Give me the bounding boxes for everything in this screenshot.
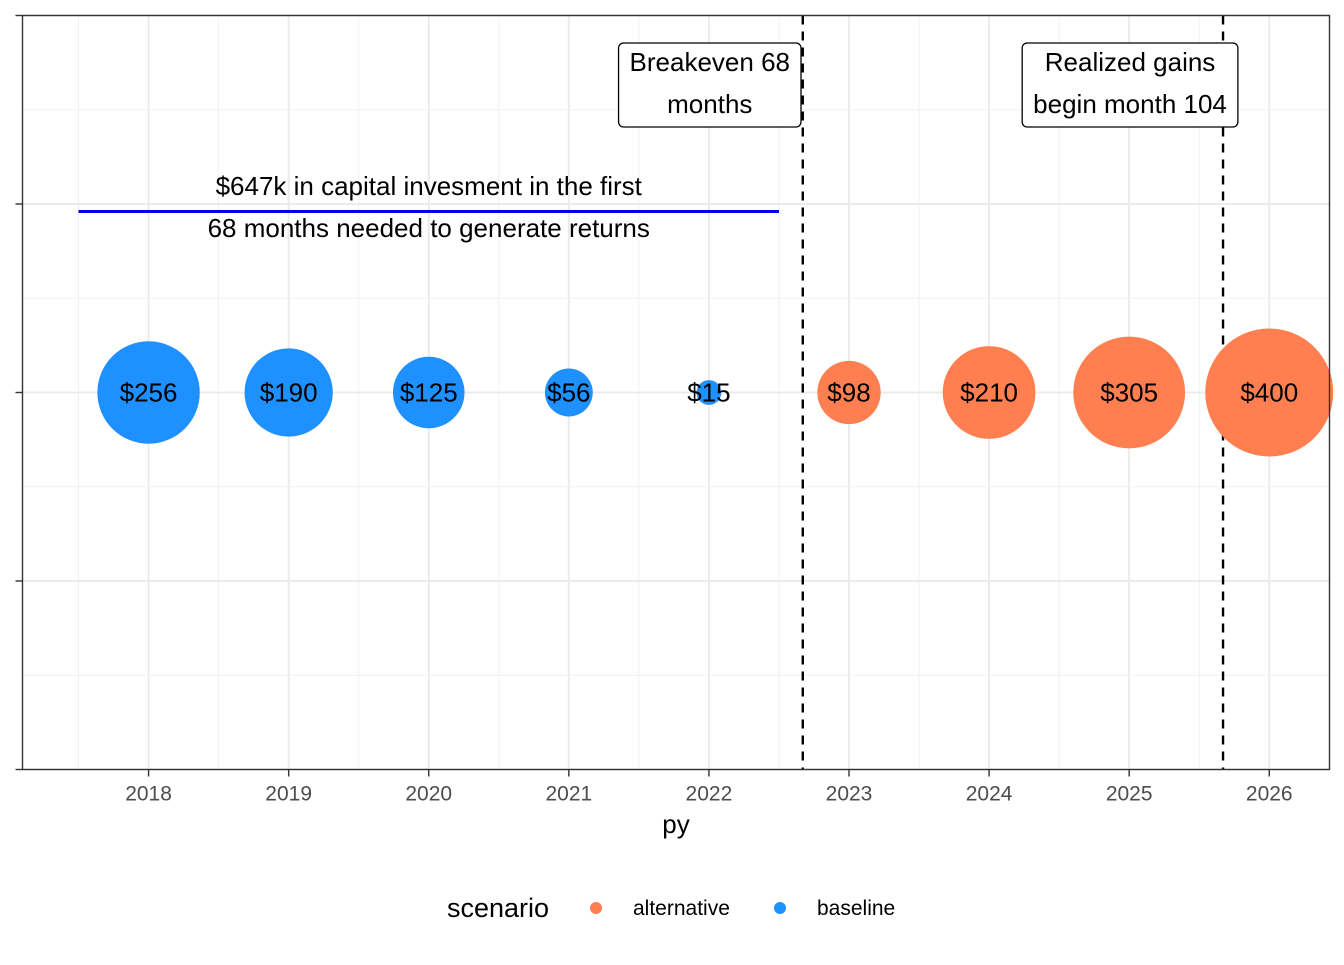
segment-annotation-text: $647k in capital invesment in the first	[216, 171, 643, 201]
legend-title: scenario	[447, 893, 549, 923]
legend-swatch-baseline	[774, 902, 786, 914]
x-tick-label: 2024	[966, 783, 1013, 806]
legend-label-alternative: alternative	[633, 897, 730, 920]
bubble-label: $190	[260, 378, 318, 408]
bubble-label: $256	[120, 378, 178, 408]
bubble-point	[1073, 336, 1186, 449]
bubble-label: $305	[1100, 378, 1158, 408]
point-layer	[97, 328, 1334, 457]
vline-annotation-text: months	[667, 89, 752, 119]
bubble-label: $125	[400, 378, 458, 408]
bubble-point	[696, 380, 722, 405]
legend-swatch-alternative	[590, 902, 602, 914]
vline-annotation-text: begin month 104	[1033, 89, 1227, 119]
bubble-label: $15	[687, 378, 730, 408]
x-tick-label: 2022	[686, 783, 733, 806]
vline-annotation-text: Breakeven 68	[630, 47, 790, 77]
x-tick-label: 2018	[125, 783, 172, 806]
bubble-point	[817, 360, 881, 425]
segment-annotation-text: 68 months needed to generate returns	[208, 213, 650, 243]
bubble-point	[1205, 328, 1334, 457]
bubble-point	[392, 356, 465, 429]
vline-annotation-box	[617, 42, 802, 128]
x-tick-label: 2020	[405, 783, 452, 806]
x-tick-label: 2019	[265, 783, 312, 806]
vline-annotation-text: Realized gains	[1045, 47, 1216, 77]
x-tick-label: 2025	[1106, 783, 1153, 806]
legend-label-baseline: baseline	[817, 897, 895, 920]
bubble-label: $400	[1240, 378, 1298, 408]
x-tick-label: 2026	[1246, 783, 1293, 806]
label-layer: $256 $190 $125 $56 $15 $98 $210 $305 $400	[120, 378, 1299, 408]
x-tick-label: 2023	[826, 783, 873, 806]
x-tick-label: 2021	[545, 783, 592, 806]
x-axis-title: py	[662, 809, 689, 839]
legend: scenario alternative baseline	[447, 893, 895, 923]
bubble-point	[97, 341, 200, 444]
axis-layer: 2018 2019 2020 2021 2022 2023 2024 2025 2026	[15, 14, 1293, 806]
bubble-point	[544, 368, 593, 417]
annotation-layer: Breakeven 68 months Realized gains begin mo…	[208, 42, 1239, 243]
bubble-label: $210	[960, 378, 1018, 408]
bubble-point	[244, 348, 333, 437]
vline-annotation-box	[1021, 42, 1239, 128]
bubble-point	[942, 346, 1036, 439]
bubble-label: $56	[547, 378, 590, 408]
bubble-label: $98	[827, 378, 870, 408]
